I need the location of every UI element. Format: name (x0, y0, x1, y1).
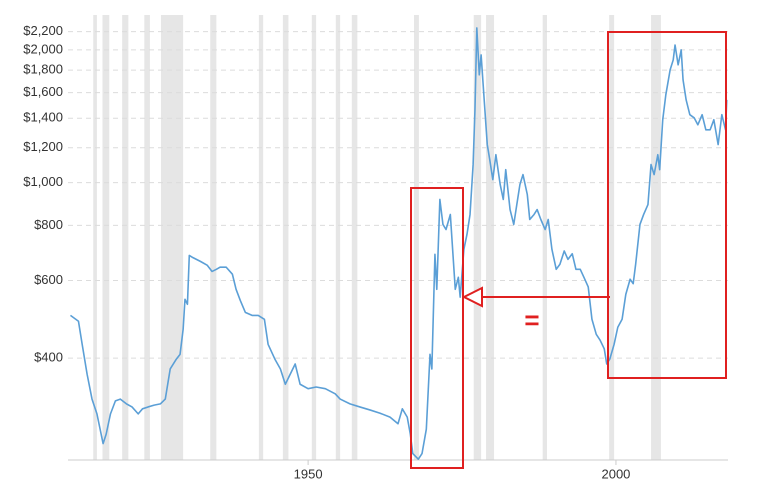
recession-band (210, 15, 217, 460)
y-tick-label: $2,000 (23, 41, 63, 56)
highlight-box (410, 187, 464, 469)
x-tick-label: 2000 (601, 466, 630, 481)
y-tick-label: $800 (34, 217, 63, 232)
recession-band (335, 15, 341, 460)
recession-band (93, 15, 97, 460)
recession-band (122, 15, 129, 460)
x-tick-label: 1950 (294, 466, 323, 481)
grid-layer: $400 $600 $800 $1,000 $1,200 $1,400 $1,600 $1,8… (23, 23, 728, 481)
arrow-head (461, 286, 483, 308)
recession-band (542, 15, 547, 460)
annotation: = (524, 305, 539, 335)
recession-band (486, 15, 495, 460)
recession-layer (93, 15, 661, 460)
recession-band (609, 15, 615, 460)
y-tick-label: $2,200 (23, 23, 63, 38)
y-tick-label: $1,400 (23, 110, 63, 125)
highlight-box (607, 31, 727, 379)
y-tick-label: $1,600 (23, 84, 63, 99)
recession-band (651, 15, 661, 460)
annotation-layer: = (410, 31, 727, 469)
y-tick-label: $1,200 (23, 139, 63, 154)
recession-band (160, 15, 184, 460)
recession-band (473, 15, 482, 460)
price-line (69, 27, 728, 460)
recession-band (144, 15, 150, 460)
line-layer (69, 27, 728, 460)
recession-band (311, 15, 317, 460)
recession-band (282, 15, 289, 460)
y-tick-label: $1,000 (23, 174, 63, 189)
recession-band (414, 15, 419, 460)
y-tick-label: $400 (34, 350, 63, 365)
y-tick-label: $600 (34, 272, 63, 287)
recession-band (351, 15, 358, 460)
recession-band (258, 15, 264, 460)
y-tick-label: $1,800 (23, 62, 63, 77)
recession-band (102, 15, 110, 460)
